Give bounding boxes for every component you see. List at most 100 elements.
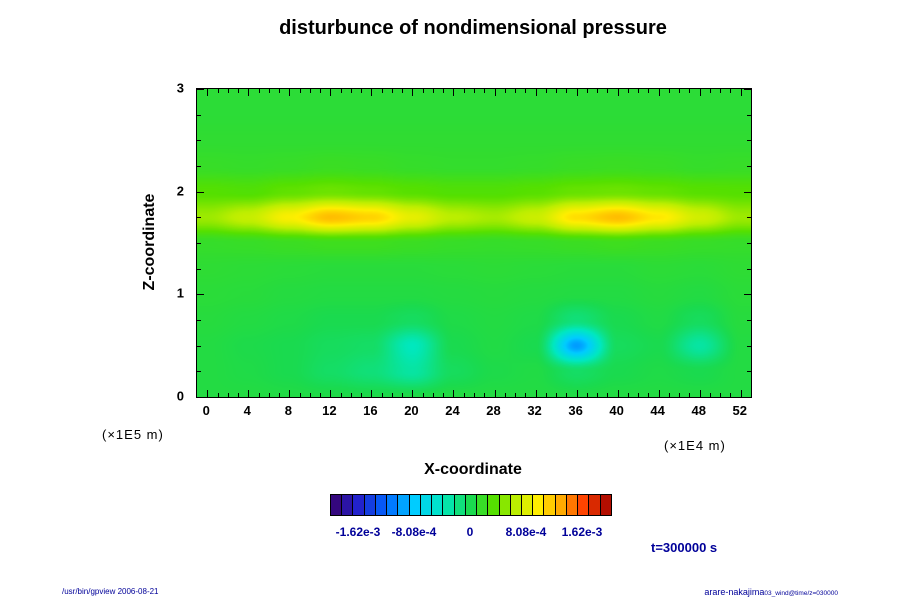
colorbar-segment bbox=[341, 495, 353, 515]
footer-dataset-sub: 03_wind@time/z=030000 bbox=[764, 590, 838, 597]
x-minor-tick bbox=[627, 89, 629, 93]
colorbar-segment bbox=[476, 495, 488, 515]
z-minor-tick bbox=[197, 268, 201, 270]
x-major-tick bbox=[453, 89, 455, 96]
footer-dataset-main: arare-nakajima bbox=[704, 587, 765, 597]
x-minor-tick bbox=[709, 89, 711, 93]
colorbar-segment bbox=[408, 495, 420, 515]
x-tick-label: 52 bbox=[732, 403, 747, 418]
colorbar-tick-label: -1.62e-3 bbox=[335, 525, 381, 539]
x-minor-tick bbox=[679, 89, 681, 93]
x-minor-tick bbox=[340, 89, 342, 93]
footer-dataset-text: arare-nakajima03_wind@time/z=030000 bbox=[704, 587, 838, 597]
x-minor-tick bbox=[391, 89, 393, 93]
x-minor-tick bbox=[443, 89, 445, 93]
z-minor-tick bbox=[747, 371, 751, 373]
x-minor-tick bbox=[689, 393, 691, 397]
x-minor-tick bbox=[730, 393, 732, 397]
z-axis-title: Z-coordinate bbox=[141, 193, 158, 291]
x-minor-tick bbox=[566, 89, 568, 93]
x-minor-tick bbox=[238, 393, 240, 397]
x-tick-label: 4 bbox=[243, 403, 251, 418]
x-minor-tick bbox=[556, 393, 558, 397]
x-minor-tick bbox=[238, 89, 240, 93]
plot-title: disturbunce of nondimensional pressure bbox=[279, 17, 667, 39]
colorbar-segment bbox=[543, 495, 555, 515]
x-minor-tick bbox=[525, 89, 527, 93]
x-minor-tick bbox=[268, 89, 270, 93]
x-minor-tick bbox=[340, 393, 342, 397]
z-minor-tick bbox=[747, 140, 751, 142]
colorbar-segment bbox=[331, 495, 342, 515]
x-major-tick bbox=[248, 390, 250, 397]
colorbar bbox=[330, 494, 612, 516]
z-minor-tick bbox=[197, 166, 201, 167]
z-major-tick bbox=[744, 89, 751, 90]
colorbar-segment bbox=[374, 495, 387, 515]
x-minor-tick bbox=[720, 89, 722, 93]
z-minor-tick bbox=[197, 217, 201, 219]
time-annotation: t=300000 s bbox=[651, 540, 718, 555]
heatmap-plot-area bbox=[196, 88, 752, 398]
z-major-tick bbox=[744, 191, 751, 193]
x-tick-label: 36 bbox=[568, 403, 583, 418]
x-tick-label: 16 bbox=[363, 403, 378, 418]
x-major-tick bbox=[330, 89, 332, 96]
x-major-tick bbox=[289, 390, 291, 397]
pressure-field-canvas bbox=[197, 89, 751, 397]
colorbar-tick-label: 0 bbox=[466, 525, 474, 539]
x-minor-tick bbox=[586, 89, 588, 93]
x-major-tick bbox=[535, 390, 537, 397]
x-minor-tick bbox=[299, 89, 301, 93]
x-minor-tick bbox=[668, 89, 670, 93]
x-major-tick bbox=[494, 390, 496, 397]
z-minor-tick bbox=[197, 140, 201, 142]
x-major-tick bbox=[658, 89, 660, 96]
x-minor-tick bbox=[668, 393, 670, 397]
x-minor-tick bbox=[279, 393, 281, 397]
x-minor-tick bbox=[217, 393, 219, 397]
z-tick-label: 1 bbox=[176, 285, 184, 301]
x-minor-tick bbox=[422, 393, 424, 397]
x-minor-tick bbox=[648, 393, 650, 397]
z-minor-tick bbox=[747, 114, 751, 116]
x-major-tick bbox=[207, 390, 209, 397]
z-minor-tick bbox=[197, 371, 201, 373]
x-tick-label: 28 bbox=[486, 403, 501, 418]
x-major-tick bbox=[699, 390, 701, 397]
x-major-tick bbox=[535, 89, 537, 96]
x-minor-tick bbox=[484, 89, 486, 93]
x-minor-tick bbox=[607, 89, 609, 93]
x-minor-tick bbox=[422, 89, 424, 93]
x-minor-tick bbox=[227, 89, 229, 93]
z-minor-tick bbox=[747, 345, 751, 347]
x-tick-label: 32 bbox=[527, 403, 542, 418]
x-major-tick bbox=[371, 390, 373, 397]
z-minor-tick bbox=[197, 345, 201, 347]
x-minor-tick bbox=[381, 393, 383, 397]
x-minor-tick bbox=[504, 89, 506, 93]
x-major-tick bbox=[453, 390, 455, 397]
colorbar-segment bbox=[419, 495, 432, 515]
x-minor-tick bbox=[402, 393, 404, 397]
x-minor-tick bbox=[545, 89, 547, 93]
colorbar-segment bbox=[599, 495, 611, 515]
x-minor-tick bbox=[432, 89, 434, 93]
x-tick-label: 24 bbox=[445, 403, 460, 418]
z-minor-tick bbox=[747, 217, 751, 219]
z-major-tick bbox=[197, 294, 204, 296]
colorbar-segment bbox=[588, 495, 600, 515]
colorbar-tick-label: -8.08e-4 bbox=[391, 525, 437, 539]
z-major-tick bbox=[197, 397, 204, 398]
x-minor-tick bbox=[545, 393, 547, 397]
z-tick-label: 3 bbox=[176, 80, 184, 96]
colorbar-segment bbox=[577, 495, 589, 515]
x-minor-tick bbox=[504, 393, 506, 397]
x-minor-tick bbox=[597, 89, 599, 93]
x-tick-label: 0 bbox=[202, 403, 210, 418]
x-minor-tick bbox=[525, 393, 527, 397]
z-minor-tick bbox=[197, 243, 201, 244]
x-minor-tick bbox=[268, 393, 270, 397]
x-minor-tick bbox=[515, 89, 517, 93]
z-minor-tick bbox=[747, 166, 751, 167]
